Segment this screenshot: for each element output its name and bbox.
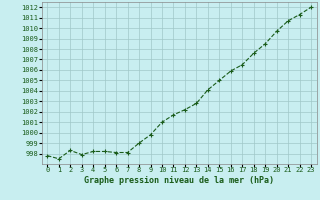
X-axis label: Graphe pression niveau de la mer (hPa): Graphe pression niveau de la mer (hPa) [84, 176, 274, 185]
